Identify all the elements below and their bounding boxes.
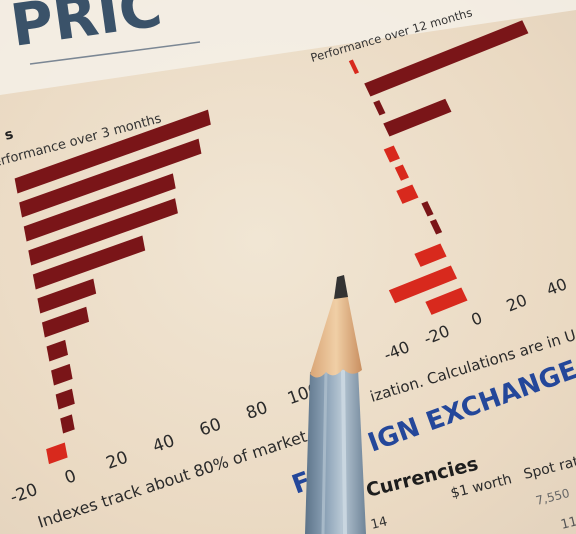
page: PRIC s Performance over 3 months Perform…: [0, 0, 576, 534]
cell: 11: [559, 514, 576, 533]
photo: PRIC s Performance over 3 months Perform…: [0, 0, 576, 534]
pencil-body: [305, 368, 366, 534]
pencil-facet: [343, 370, 345, 534]
